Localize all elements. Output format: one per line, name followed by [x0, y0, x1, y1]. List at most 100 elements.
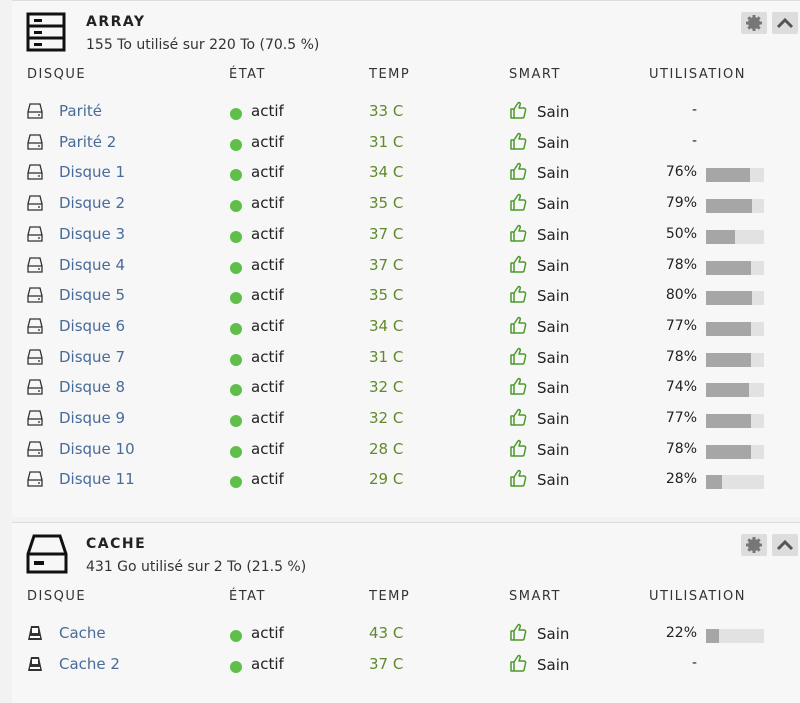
smart-icon-svg	[510, 255, 527, 273]
disk-smart: Sain	[537, 655, 570, 674]
disk-icon-svg	[27, 103, 43, 119]
disk-temp: 37 C	[369, 224, 404, 243]
disk-temp: 35 C	[369, 194, 404, 213]
disk-icon	[27, 410, 43, 430]
array-panel: ARRAY 155 To utilisé sur 220 To (70.5 %) D…	[12, 0, 800, 517]
smart-icon	[509, 193, 527, 216]
cache-panel: CACHE 431 Go utilisé sur 2 To (21.5 %) DIS…	[12, 522, 800, 703]
disk-icon	[27, 195, 43, 215]
disk-state: actif	[251, 316, 284, 335]
usage-label: 78%	[665, 348, 697, 365]
chevron-icon	[776, 539, 794, 551]
disk-smart: Sain	[537, 348, 570, 367]
disk-state: actif	[251, 624, 284, 642]
column-header: UTILISATION	[649, 589, 746, 604]
disk-smart: Sain	[537, 164, 570, 183]
usage-bar	[706, 168, 751, 183]
disk-icon	[27, 471, 43, 491]
disk-icon-svg	[28, 656, 42, 671]
disk-state: actif	[251, 378, 284, 397]
smart-icon	[509, 285, 527, 308]
column-header: TEMP	[369, 67, 411, 82]
disk-state: actif	[251, 224, 284, 243]
disk-name[interactable]: Cache 2	[59, 654, 120, 673]
disk-icon	[27, 103, 43, 123]
smart-icon-svg	[510, 101, 527, 119]
usage-label: 76%	[665, 164, 697, 181]
usage-label: 78%	[665, 256, 697, 273]
disk-name[interactable]: Disque 11	[59, 470, 135, 489]
status-dot	[230, 230, 242, 243]
disk-icon	[27, 226, 43, 246]
settings-button[interactable]	[741, 534, 767, 556]
disk-temp: 43 C	[369, 624, 404, 642]
column-header: DISQUE	[27, 67, 87, 82]
usage-bar	[706, 229, 735, 244]
disk-name[interactable]: Parité 2	[59, 132, 117, 151]
status-dot	[230, 108, 242, 120]
disk-state: actif	[251, 409, 284, 427]
disk-name[interactable]: Disque 8	[59, 378, 126, 397]
disk-icon-svg	[27, 379, 43, 395]
disk-icon	[27, 379, 43, 399]
disk-name[interactable]: Disque 7	[59, 347, 126, 366]
disk-temp: 31 C	[369, 132, 404, 151]
disk-icon-svg	[28, 626, 42, 640]
disk-name[interactable]: Disque 4	[59, 255, 126, 274]
disk-state: actif	[251, 286, 284, 305]
status-dot	[230, 353, 242, 366]
usage-bar	[706, 321, 751, 336]
disk-name[interactable]: Disque 2	[59, 194, 126, 213]
disk-name[interactable]: Disque 10	[59, 439, 135, 458]
smart-icon-svg	[510, 470, 527, 488]
disk-name[interactable]: Disque 9	[59, 409, 126, 427]
disk-name[interactable]: Disque 3	[59, 224, 126, 243]
usage-bar	[706, 352, 752, 367]
usage-label: 74%	[665, 379, 697, 396]
disk-name[interactable]: Parité	[59, 102, 103, 120]
collapse-button[interactable]	[772, 534, 798, 556]
disk-icon-svg	[27, 195, 43, 211]
settings-button[interactable]	[741, 12, 767, 34]
disk-state: actif	[251, 163, 284, 182]
collapse-button[interactable]	[772, 12, 798, 34]
usage-bar	[706, 629, 719, 643]
cache-icon	[26, 534, 68, 580]
smart-icon	[509, 224, 527, 247]
column-header: UTILISATION	[649, 67, 746, 82]
disk-icon-svg	[27, 471, 43, 488]
disk-icon-svg	[27, 256, 43, 273]
usage-label: 80%	[665, 287, 697, 304]
disk-temp: 29 C	[369, 470, 404, 489]
disk-name[interactable]: Disque 6	[59, 316, 126, 335]
disk-temp: 32 C	[369, 409, 404, 427]
disk-name[interactable]: Disque 5	[59, 286, 126, 305]
disk-temp: 37 C	[369, 654, 404, 673]
smart-icon-svg	[510, 163, 527, 181]
disk-icon-svg	[27, 348, 43, 365]
column-header: ÉTAT	[229, 589, 266, 604]
column-header: DISQUE	[27, 589, 87, 604]
disk-icon	[27, 134, 43, 154]
disk-temp: 35 C	[369, 286, 404, 305]
smart-icon-svg	[510, 654, 527, 672]
usage-label: 78%	[665, 440, 697, 457]
usage-label: 22%	[665, 625, 697, 641]
status-dot	[230, 415, 242, 427]
disk-name[interactable]: Cache	[59, 624, 106, 642]
disk-icon	[27, 656, 43, 676]
usage-bar	[706, 260, 752, 275]
usage-label: -	[692, 132, 698, 149]
disk-state: actif	[251, 102, 284, 120]
disk-name[interactable]: Disque 1	[59, 163, 126, 182]
disk-icon-svg	[27, 318, 43, 334]
disk-temp: 34 C	[369, 163, 404, 182]
disk-smart: Sain	[537, 379, 570, 398]
disk-smart: Sain	[537, 410, 570, 428]
section-title: ARRAY	[86, 14, 146, 30]
usage-bar	[706, 475, 723, 490]
disk-temp: 34 C	[369, 316, 404, 335]
disk-smart: Sain	[537, 195, 570, 214]
smart-icon-svg	[510, 316, 527, 334]
column-header: TEMP	[369, 589, 411, 604]
